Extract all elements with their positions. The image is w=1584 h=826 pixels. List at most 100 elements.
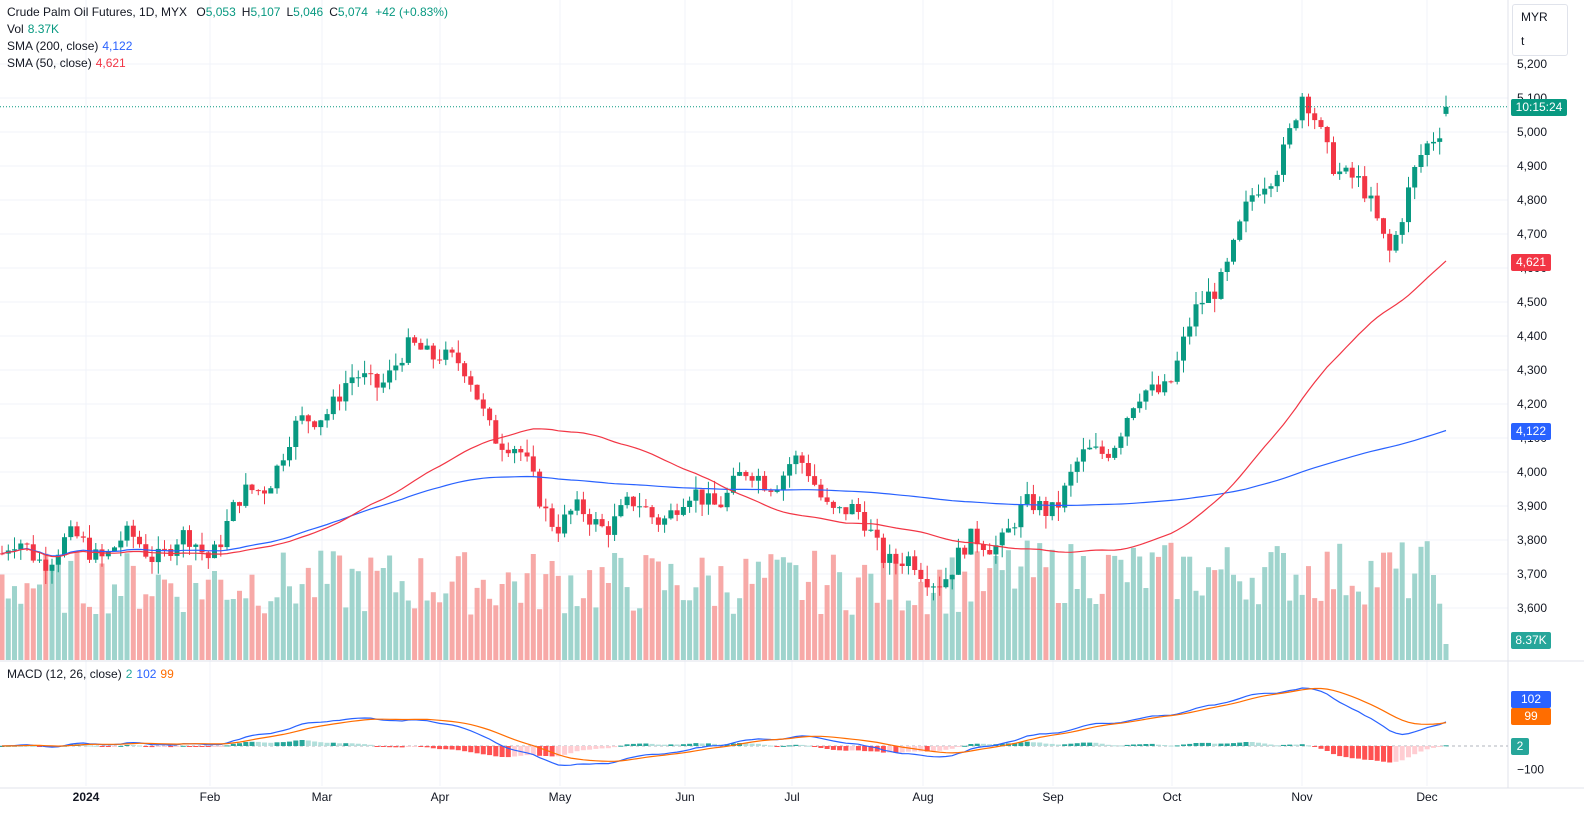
sma200-line — [1, 429, 1447, 557]
macd-histogram-bar — [599, 746, 605, 749]
macd-histogram-bar — [149, 746, 155, 748]
volume-bar — [1393, 568, 1399, 660]
macd-histogram-bar — [624, 744, 630, 746]
candle-body — [743, 472, 749, 477]
volume-bar — [487, 598, 493, 660]
macd-histogram-bar — [530, 746, 536, 755]
volume-bar — [1030, 577, 1036, 660]
macd-histogram-bar — [743, 743, 749, 746]
sma50-legend[interactable]: SMA (50, close) 4,621 — [7, 56, 126, 70]
candle-body — [1212, 291, 1218, 299]
volume-bar — [837, 572, 843, 660]
time-tick-label: Jun — [675, 790, 694, 804]
volume-bar — [1343, 595, 1349, 660]
candle-body — [868, 529, 874, 531]
macd-histogram-bar — [618, 745, 624, 747]
sma200-legend[interactable]: SMA (200, close) 4,122 — [7, 39, 133, 53]
volume-bar — [1143, 588, 1149, 660]
candle-body — [1424, 143, 1430, 155]
macd-histogram-bar — [187, 746, 192, 747]
volume-bar — [1318, 600, 1324, 660]
volume-bar — [1268, 552, 1274, 660]
currency-unit-selector[interactable]: MYR t — [1512, 4, 1568, 56]
volume-bar — [312, 597, 318, 660]
candle-body — [693, 489, 699, 501]
volume-bar — [1362, 604, 1368, 660]
macd-histogram-bar — [1087, 742, 1093, 746]
volume-bar — [74, 551, 80, 660]
candle-body — [237, 502, 242, 506]
candle-body — [1287, 128, 1293, 145]
macd-histogram-bar — [555, 746, 561, 757]
volume-bar — [862, 564, 868, 660]
volume-bar — [274, 597, 280, 660]
macd-pane — [0, 687, 1508, 767]
volume-bar — [762, 577, 768, 660]
candlesticks — [0, 93, 1449, 601]
macd-histogram-bar — [593, 746, 599, 749]
volume-bar — [618, 557, 624, 660]
candle-body — [1249, 195, 1255, 202]
macd-histogram-bar — [837, 746, 843, 751]
macd-histogram-bar — [687, 743, 693, 746]
volume-bar — [624, 587, 630, 660]
macd-histogram-bar — [1243, 742, 1249, 746]
macd-histogram-bar — [480, 746, 486, 755]
macd-histogram-bar — [1337, 746, 1343, 757]
candle-body — [193, 544, 199, 547]
macd-histogram-bar — [1349, 746, 1355, 759]
candle-body — [587, 514, 593, 525]
macd-histogram-bar — [87, 745, 92, 747]
macd-histogram-bar — [574, 746, 580, 752]
candle-body — [55, 555, 61, 565]
candle-body — [218, 544, 224, 548]
volume-bar — [818, 614, 824, 660]
macd-histogram-bar — [1030, 742, 1036, 746]
candle-body — [243, 484, 249, 506]
candle-body — [1274, 174, 1280, 187]
candle-body — [343, 383, 349, 402]
volume-bar — [655, 561, 661, 660]
candle-body — [549, 508, 555, 527]
volume-bar — [374, 570, 380, 660]
volume-bar — [562, 613, 568, 660]
volume-bar — [130, 565, 136, 660]
volume-bar — [68, 560, 74, 660]
candle-body — [130, 525, 136, 537]
macd-legend[interactable]: MACD (12, 26, close) 2 102 99 — [7, 667, 174, 681]
candle-body — [124, 525, 130, 541]
volume-bar — [112, 584, 117, 660]
volume-bar — [1043, 567, 1049, 660]
macd-histogram-bar — [762, 744, 768, 746]
sma200-tag: 4,122 — [1511, 423, 1551, 440]
macd-histogram-bar — [999, 743, 1005, 746]
volume-legend[interactable]: Vol 8.37K — [7, 22, 60, 36]
candle-body — [30, 544, 36, 561]
candle-body — [93, 549, 99, 560]
symbol-title[interactable]: Crude Palm Oil Futures, 1D, MYX — [7, 5, 188, 19]
candle-body — [480, 399, 486, 409]
volume-bar — [212, 571, 217, 660]
candle-body — [899, 563, 905, 566]
volume-bar — [437, 602, 443, 660]
time-tick-label: Oct — [1163, 790, 1182, 804]
volume-bar — [1193, 590, 1199, 660]
volume-bar — [587, 570, 593, 660]
volume-bar — [1437, 603, 1443, 660]
volume-bar — [693, 587, 699, 660]
volume-bar — [593, 607, 599, 660]
macd-histogram-bar — [1406, 746, 1411, 758]
candle-body — [918, 569, 924, 579]
macd-histogram-bar — [293, 740, 299, 746]
volume-bar — [1249, 577, 1255, 660]
volume-bar — [699, 557, 705, 660]
macd-histogram-bar — [1206, 742, 1211, 746]
macd-histogram-bar — [843, 746, 849, 751]
macd-histogram-bar — [505, 746, 511, 758]
macd-histogram-bar — [1037, 742, 1043, 746]
macd-histogram-bar — [1418, 746, 1424, 752]
volume-bar — [680, 600, 686, 660]
candle-body — [1024, 494, 1030, 505]
price-tick-label: 4,300 — [1517, 363, 1547, 377]
